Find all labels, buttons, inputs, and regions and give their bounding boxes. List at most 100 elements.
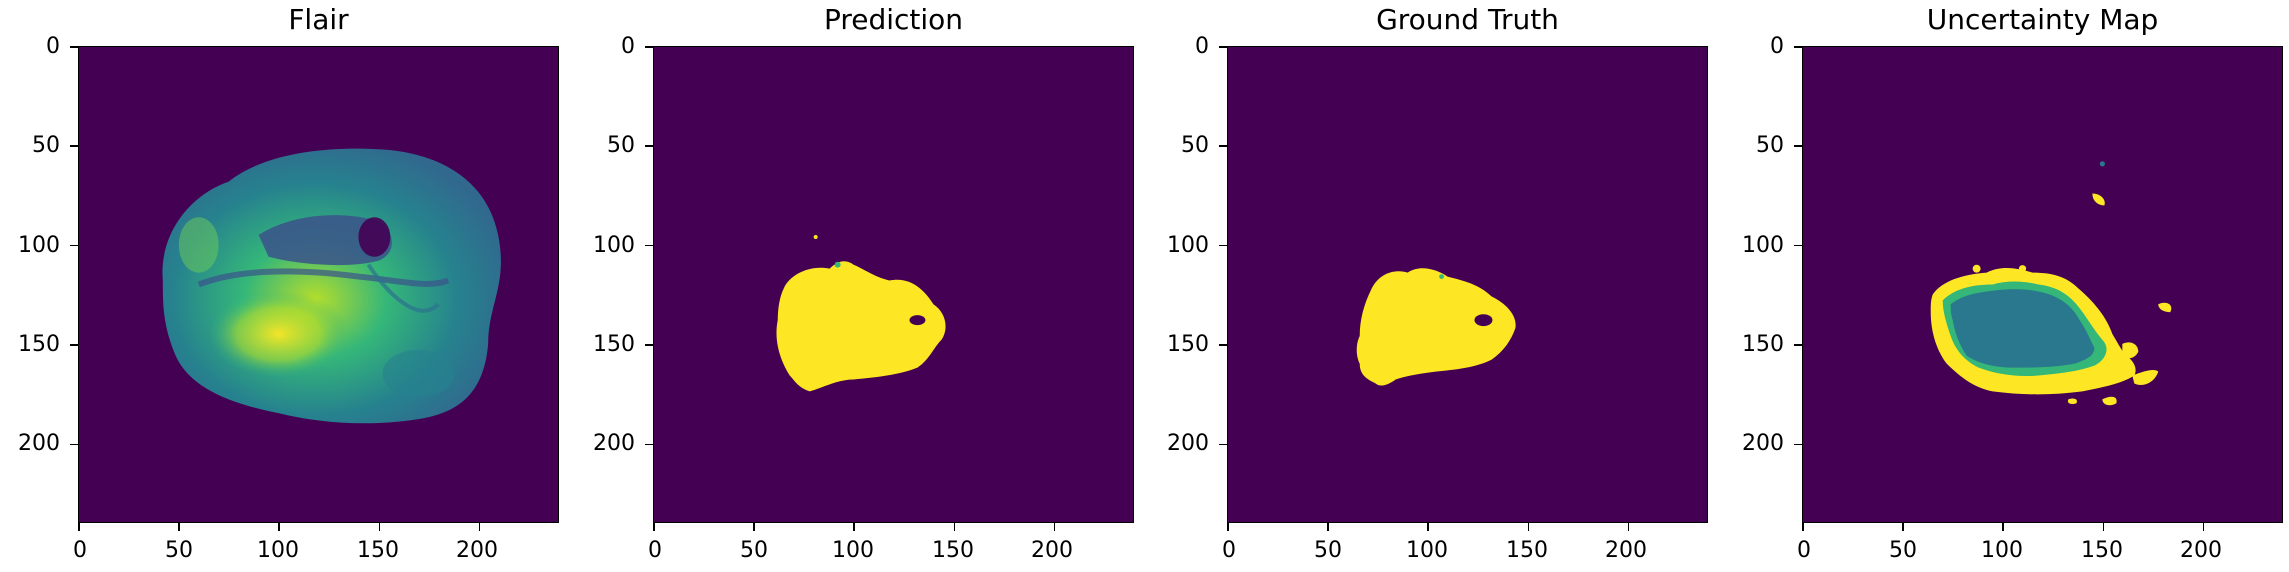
ytick-label: 200 <box>18 431 60 456</box>
ytick-mark <box>1794 443 1802 445</box>
ytick-label: 200 <box>1742 431 1784 456</box>
image-uncertainty <box>1802 46 2283 523</box>
ytick-label: 50 <box>1181 133 1209 158</box>
ytick-label: 200 <box>1167 431 1209 456</box>
ytick-label: 0 <box>1770 34 1784 59</box>
panel-prediction: Prediction 0 50 100 150 200 0 50 100 150… <box>575 0 1135 572</box>
uncertainty-heatmap <box>1930 161 2172 406</box>
prediction-mask <box>776 235 946 392</box>
ytick-label: 100 <box>593 233 635 258</box>
xtick-label: 100 <box>257 538 299 563</box>
ytick-mark <box>70 46 78 48</box>
ytick-mark <box>645 145 653 147</box>
ytick-mark <box>70 344 78 346</box>
xtick-label: 200 <box>2180 538 2222 563</box>
panel-uncertainty: Uncertainty Map 0 50 100 150 200 0 50 10… <box>1724 0 2284 572</box>
ytick-mark <box>645 344 653 346</box>
ventricle <box>358 217 391 257</box>
ytick-mark <box>1219 244 1227 247</box>
xtick-label: 0 <box>1222 538 1236 563</box>
ytick-label: 50 <box>32 133 60 158</box>
xtick-label: 50 <box>740 538 768 563</box>
ytick-mark <box>645 443 653 445</box>
xtick-label: 0 <box>73 538 87 563</box>
flair-mri-image <box>162 148 501 424</box>
xtick-mark <box>378 523 381 531</box>
ytick-mark <box>1794 46 1802 48</box>
ytick-mark <box>1794 145 1802 147</box>
xtick-label: 0 <box>1797 538 1811 563</box>
panel-title-prediction: Prediction <box>823 3 964 36</box>
xtick-mark <box>1227 523 1229 531</box>
xtick-mark <box>753 523 755 531</box>
uncertainty-core <box>1950 289 2095 368</box>
xtick-mark <box>478 523 481 531</box>
ytick-mark <box>1219 344 1227 346</box>
xtick-label: 100 <box>1981 538 2023 563</box>
ytick-mark <box>70 145 78 147</box>
ytick-mark <box>70 443 78 445</box>
predicted-tumor <box>776 261 946 392</box>
xtick-mark <box>1527 523 1530 531</box>
xtick-mark <box>953 523 956 531</box>
panel-title-ground-truth: Ground Truth <box>1376 3 1559 36</box>
ytick-label: 150 <box>593 332 635 357</box>
ytick-label: 150 <box>1167 332 1209 357</box>
panel-flair: Flair <box>0 0 560 572</box>
ground-truth-mask <box>1356 268 1516 386</box>
ytick-label: 0 <box>1195 34 1209 59</box>
ytick-label: 150 <box>18 332 60 357</box>
panel-title-flair: Flair <box>288 3 349 36</box>
xtick-mark <box>853 523 855 531</box>
xtick-label: 200 <box>1605 538 1647 563</box>
ytick-mark <box>1219 443 1227 445</box>
xtick-mark <box>1327 523 1329 531</box>
image-ground-truth <box>1227 46 1708 523</box>
xtick-mark <box>2102 523 2105 531</box>
xtick-label: 200 <box>1031 538 1073 563</box>
panel-ground-truth: Ground Truth 0 50 100 150 200 0 50 100 1… <box>1149 0 1709 572</box>
xtick-label: 150 <box>1506 538 1548 563</box>
ytick-mark <box>70 244 78 247</box>
xtick-mark <box>2002 523 2004 531</box>
xtick-label: 0 <box>648 538 662 563</box>
ytick-label: 100 <box>18 233 60 258</box>
ytick-label: 0 <box>621 34 635 59</box>
image-flair <box>78 46 559 523</box>
xtick-label: 150 <box>357 538 399 563</box>
ytick-mark <box>1794 344 1802 346</box>
xtick-mark <box>1627 523 1630 531</box>
xtick-label: 50 <box>1889 538 1917 563</box>
ytick-mark <box>1219 46 1227 48</box>
xtick-mark <box>1902 523 1904 531</box>
xtick-label: 150 <box>2081 538 2123 563</box>
ytick-label: 100 <box>1742 233 1784 258</box>
ytick-mark <box>1219 145 1227 147</box>
tumor-bright-region <box>208 290 349 378</box>
xtick-mark <box>1427 523 1429 531</box>
ytick-label: 100 <box>1167 233 1209 258</box>
xtick-label: 100 <box>832 538 874 563</box>
xtick-mark <box>1053 523 1056 531</box>
xtick-mark <box>278 523 280 531</box>
ytick-mark <box>1794 244 1802 247</box>
xtick-mark <box>2202 523 2205 531</box>
xtick-mark <box>78 523 80 531</box>
xtick-mark <box>178 523 180 531</box>
ytick-mark <box>645 244 653 247</box>
xtick-label: 50 <box>165 538 193 563</box>
ground-truth-tumor <box>1356 268 1516 386</box>
ytick-label: 50 <box>1756 133 1784 158</box>
image-prediction <box>653 46 1134 523</box>
xtick-label: 150 <box>932 538 974 563</box>
ytick-label: 50 <box>607 133 635 158</box>
xtick-mark <box>1802 523 1804 531</box>
ytick-label: 0 <box>46 34 60 59</box>
xtick-mark <box>653 523 655 531</box>
ytick-label: 150 <box>1742 332 1784 357</box>
uncertainty-speck <box>2092 193 2105 206</box>
xtick-label: 100 <box>1406 538 1448 563</box>
ytick-label: 200 <box>593 431 635 456</box>
ytick-mark <box>645 46 653 48</box>
xtick-label: 200 <box>456 538 498 563</box>
